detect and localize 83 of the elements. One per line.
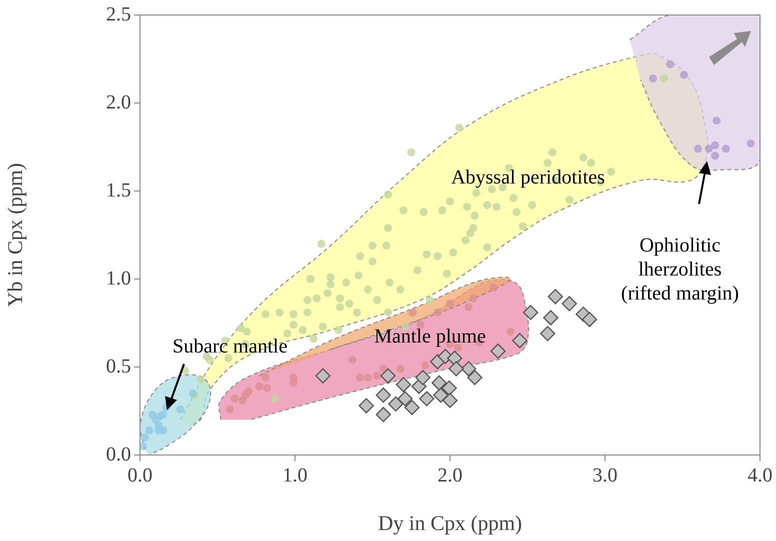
point xyxy=(722,144,730,153)
point xyxy=(238,396,246,404)
point xyxy=(397,391,413,406)
x-tick-label: 4.0 xyxy=(748,464,772,486)
point xyxy=(469,294,478,302)
point xyxy=(415,370,430,386)
point xyxy=(446,300,454,308)
point xyxy=(289,378,298,387)
y-tick-label: 2.5 xyxy=(106,3,131,26)
annotation: Abyssal peridotites xyxy=(451,166,606,188)
point xyxy=(489,284,498,292)
point xyxy=(226,405,234,414)
annotation: Subarc mantle xyxy=(172,335,288,358)
point xyxy=(380,368,396,384)
point xyxy=(680,70,688,79)
point xyxy=(356,374,364,382)
point xyxy=(262,374,270,382)
point xyxy=(512,333,528,348)
x-tick-label: 3.0 xyxy=(592,464,618,486)
annotation: Ophiolitic lherzolites (rifted margin) xyxy=(621,234,739,304)
point xyxy=(315,368,330,384)
y-axis-title: Yb in Cpx (ppm) xyxy=(3,162,28,308)
point xyxy=(442,392,458,408)
point xyxy=(464,303,473,312)
point xyxy=(373,372,382,380)
y-tick-label: 0.0 xyxy=(106,443,131,466)
point xyxy=(649,74,658,82)
x-tick-label: 2.0 xyxy=(438,464,462,486)
point xyxy=(582,312,598,328)
point xyxy=(434,308,442,316)
point xyxy=(467,370,482,386)
point xyxy=(442,380,457,396)
point xyxy=(490,344,506,359)
point xyxy=(376,388,391,403)
point xyxy=(348,356,356,364)
point xyxy=(421,361,430,370)
point xyxy=(176,405,184,414)
point xyxy=(159,410,168,419)
point xyxy=(416,320,425,329)
point xyxy=(396,377,412,392)
point xyxy=(145,426,154,434)
point xyxy=(364,374,372,382)
point xyxy=(704,144,713,153)
point xyxy=(548,289,563,304)
point xyxy=(263,384,272,392)
point xyxy=(666,60,674,68)
x-axis-title: Dy in Cpx (ppm) xyxy=(378,510,522,535)
point xyxy=(419,391,434,406)
y-tick-label: 2.0 xyxy=(106,91,131,114)
point xyxy=(447,350,462,366)
point xyxy=(408,308,417,316)
point xyxy=(746,139,755,148)
point xyxy=(140,442,148,450)
point xyxy=(388,396,404,412)
point xyxy=(712,116,721,125)
point xyxy=(543,310,558,326)
point xyxy=(433,388,448,403)
point xyxy=(694,144,702,153)
point xyxy=(432,375,447,390)
point xyxy=(376,406,391,422)
point xyxy=(562,296,577,312)
point xyxy=(255,382,264,390)
point xyxy=(540,326,556,342)
x-tick-label: 0.0 xyxy=(128,464,152,486)
annotation: Mantle plume xyxy=(374,325,486,348)
point xyxy=(506,328,514,336)
y-tick-label: 1.0 xyxy=(106,267,131,290)
point xyxy=(244,388,252,396)
point xyxy=(396,364,404,373)
y-tick-label: 0.5 xyxy=(106,355,131,378)
point xyxy=(404,400,420,416)
point xyxy=(140,433,149,442)
point xyxy=(148,410,156,419)
point xyxy=(461,361,476,376)
x-tick-label: 1.0 xyxy=(282,464,308,486)
point xyxy=(711,152,720,160)
y-tick-label: 1.5 xyxy=(106,179,131,202)
point xyxy=(523,304,538,320)
point xyxy=(448,361,464,376)
point xyxy=(154,426,163,434)
point xyxy=(230,394,239,403)
point xyxy=(711,141,720,150)
point xyxy=(358,398,374,414)
